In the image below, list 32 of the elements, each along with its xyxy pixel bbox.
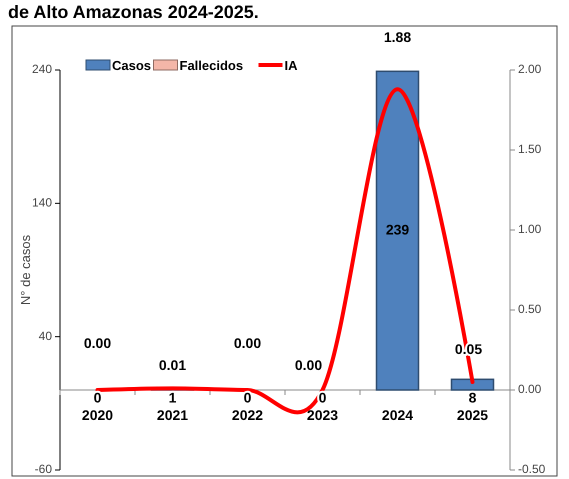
data-label: 0	[318, 390, 327, 406]
data-label: 0.01	[158, 357, 186, 373]
y-tick-label: 40	[38, 328, 52, 343]
y2-tick-label: 0.50	[518, 302, 542, 316]
data-label: 8	[468, 390, 477, 406]
y-axis-title: N° de casos	[18, 234, 33, 306]
x-tick-label: 2022	[232, 407, 264, 423]
x-tick-label: 2023	[306, 407, 338, 423]
y2-tick-label: 2.00	[518, 62, 542, 76]
x-tick-label: 2021	[156, 407, 188, 423]
data-label: 0.00	[234, 335, 262, 351]
data-label: 0.00	[294, 357, 322, 373]
y-tick-label: 240	[32, 62, 52, 76]
data-label: 1.88	[384, 29, 412, 45]
x-tick-label: 2024	[382, 407, 414, 423]
y-tick-label: -60	[34, 462, 52, 476]
data-label: 0	[244, 390, 252, 406]
y2-tick-label: 1.50	[518, 142, 542, 156]
x-tick-label: 2020	[82, 407, 114, 423]
legend-label: IA	[284, 58, 298, 73]
data-label: 0.00	[84, 335, 112, 351]
data-label: 1	[168, 390, 177, 406]
y-tick-label: 140	[32, 196, 52, 210]
chart-title: de Alto Amazonas 2024-2025.	[8, 2, 259, 22]
y2-tick-label: -0.50	[518, 462, 546, 476]
x-tick-label: 2025	[456, 407, 488, 423]
legend-label: Fallecidos	[180, 58, 244, 73]
y2-tick-label: 0.00	[518, 382, 542, 396]
y2-tick-label: 1.00	[518, 222, 542, 236]
legend-label: Casos	[112, 58, 152, 73]
data-label: 0	[94, 390, 102, 406]
data-label: 239	[386, 221, 410, 238]
